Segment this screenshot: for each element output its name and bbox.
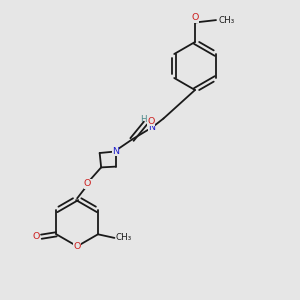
Text: CH₃: CH₃ bbox=[116, 233, 132, 242]
Text: O: O bbox=[74, 242, 81, 251]
Text: O: O bbox=[32, 232, 40, 241]
Text: O: O bbox=[84, 179, 91, 188]
Text: O: O bbox=[147, 117, 155, 126]
Text: CH₃: CH₃ bbox=[218, 16, 235, 25]
Text: O: O bbox=[191, 14, 199, 22]
Text: N: N bbox=[148, 123, 155, 132]
Text: H: H bbox=[140, 115, 146, 124]
Text: N: N bbox=[112, 147, 119, 156]
